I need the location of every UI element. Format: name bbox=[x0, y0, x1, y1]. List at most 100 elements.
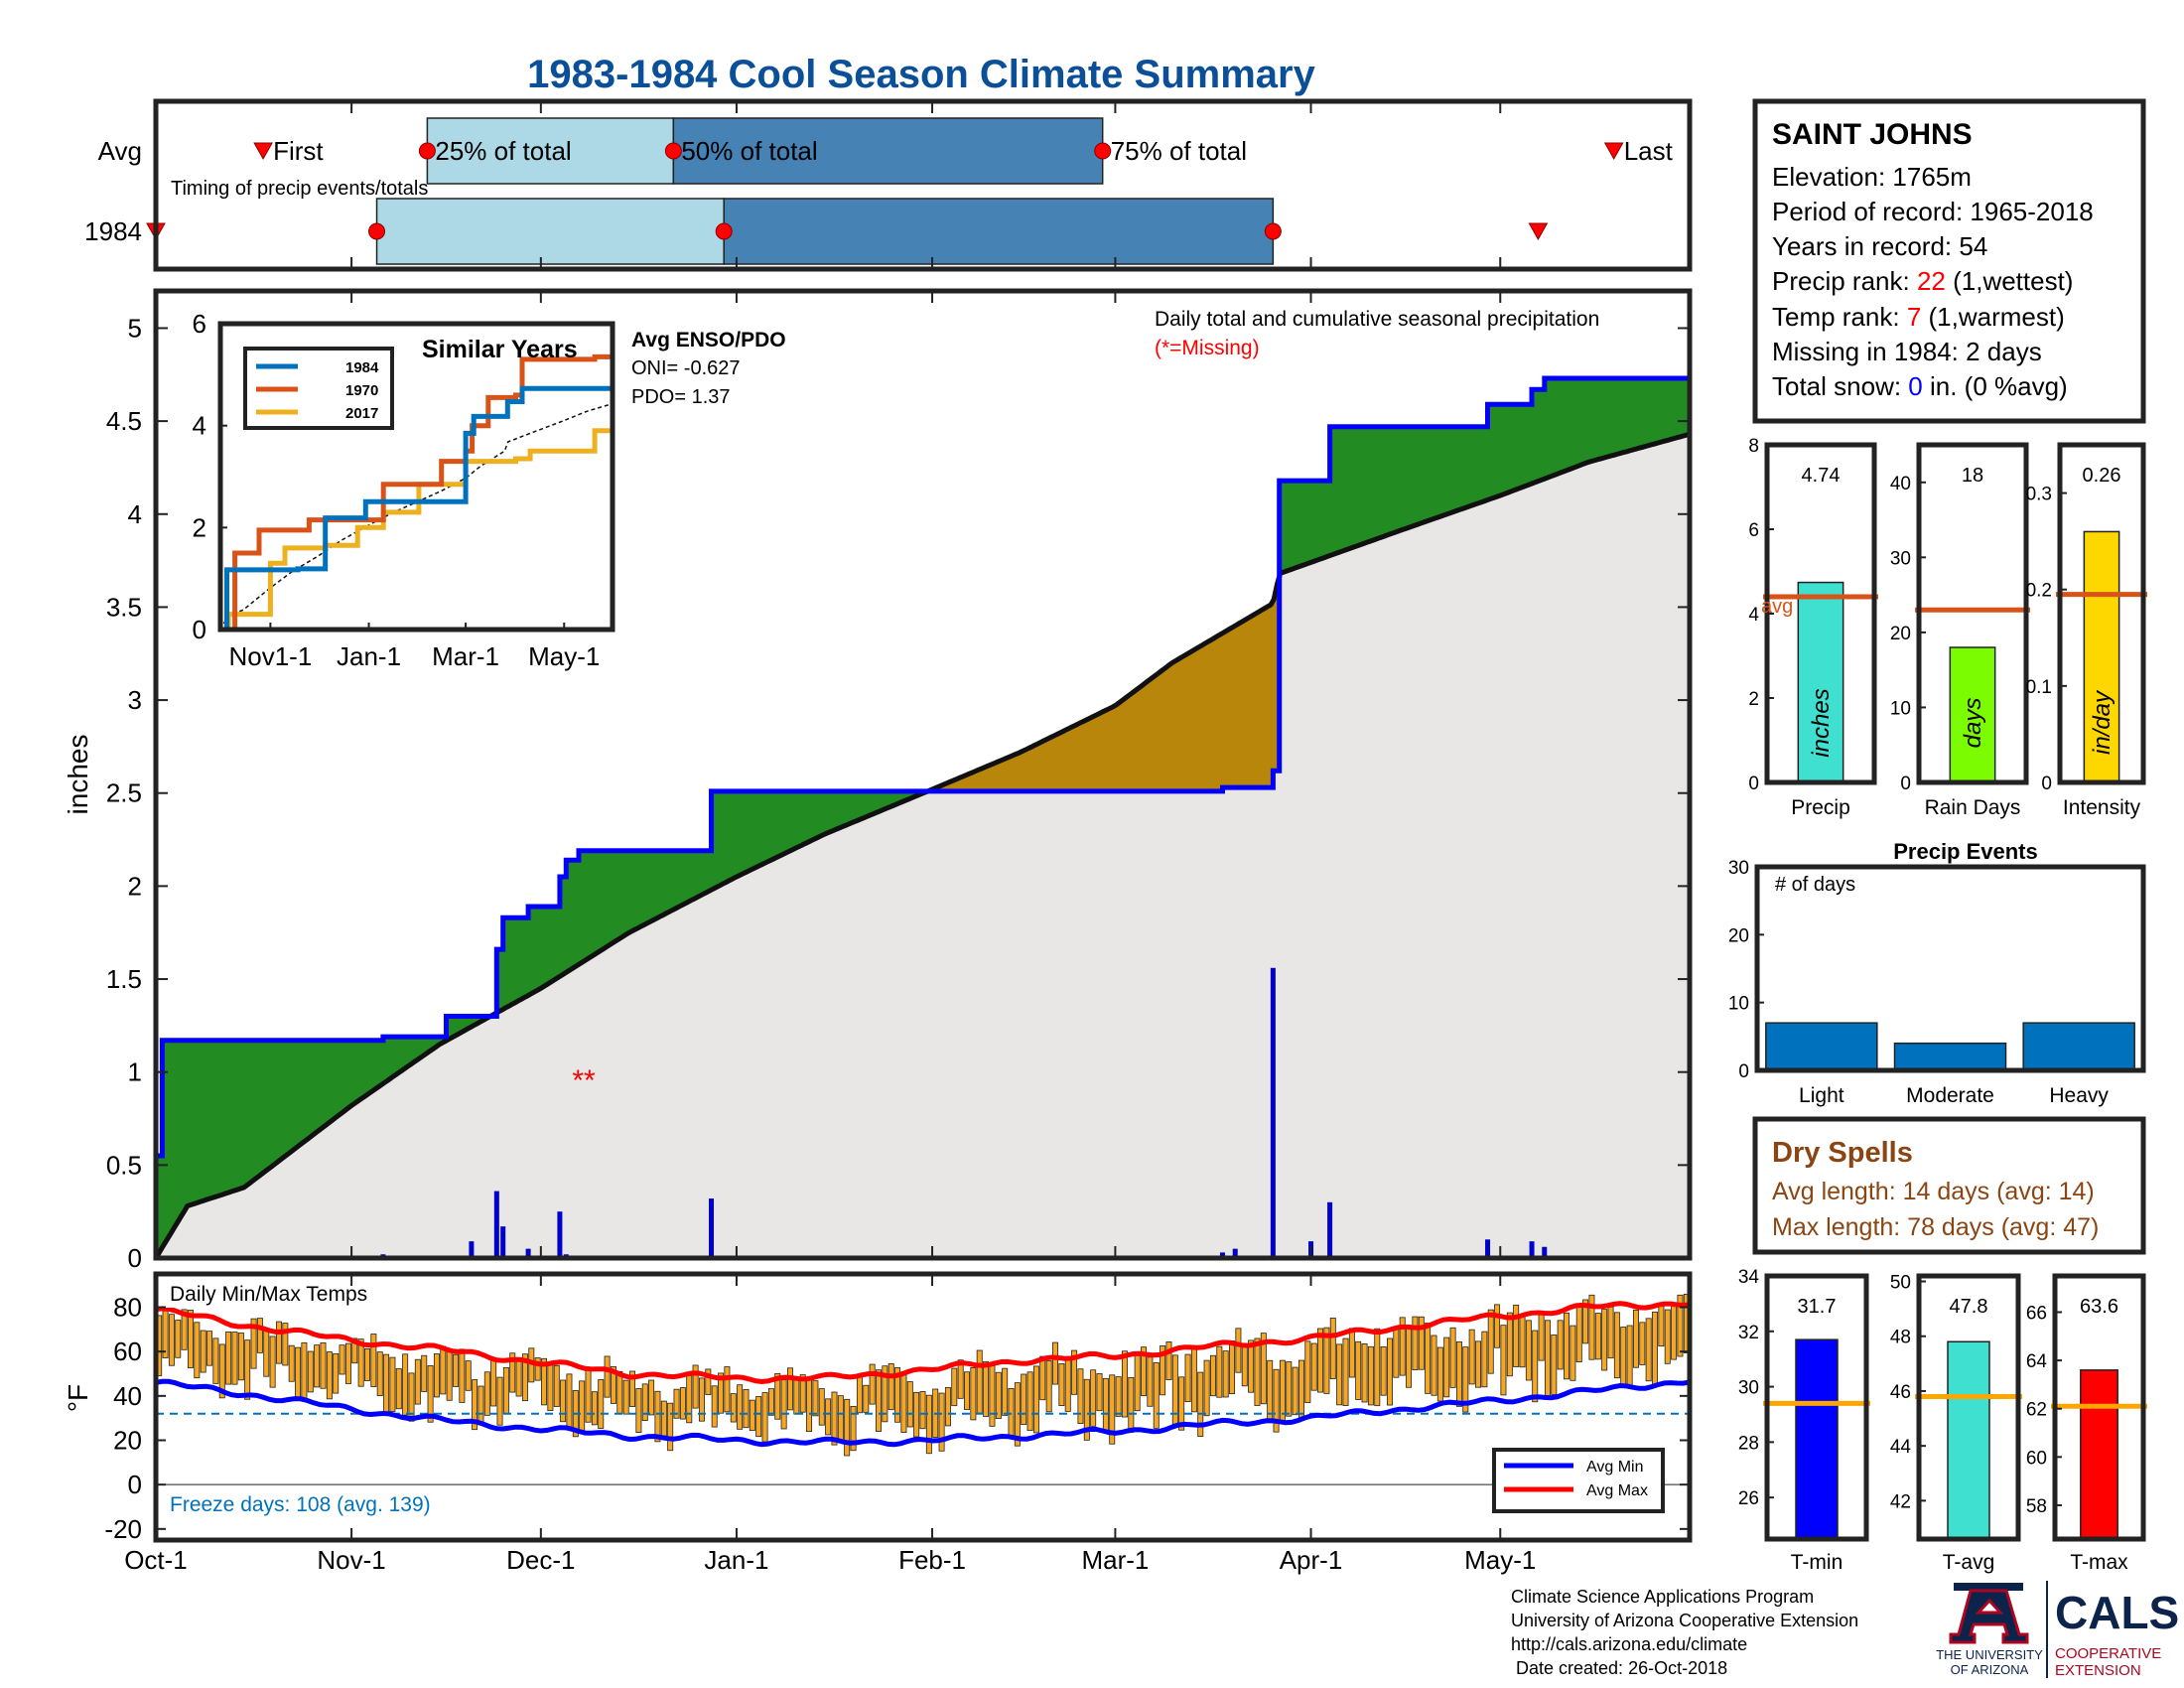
daily-precip-bar bbox=[1220, 1252, 1226, 1258]
below-average-fill bbox=[1042, 740, 1047, 791]
summary-label: T-avg bbox=[1943, 1551, 1995, 1574]
daily-temp-bar bbox=[1436, 1346, 1443, 1402]
above-average-fill bbox=[1455, 426, 1460, 511]
daily-temp-bar bbox=[1620, 1327, 1627, 1386]
timing-frame bbox=[153, 98, 1693, 272]
above-average-fill bbox=[566, 860, 571, 972]
above-average-fill bbox=[1329, 426, 1334, 555]
temperature-frame bbox=[153, 1271, 1693, 1543]
above-average-fill bbox=[789, 790, 794, 851]
precip-y-tick-label: 4.5 bbox=[106, 406, 142, 436]
above-average-fill bbox=[398, 1037, 403, 1072]
daily-temp-bar bbox=[1077, 1368, 1084, 1425]
daily-temp-bar bbox=[1109, 1374, 1116, 1445]
above-average-fill bbox=[433, 1037, 438, 1048]
month-tick-label: May-1 bbox=[1464, 1545, 1536, 1575]
daily-temp-bar bbox=[1367, 1345, 1374, 1406]
summary-y-tick-label: 44 bbox=[1890, 1437, 1912, 1458]
above-average-fill bbox=[401, 1037, 406, 1069]
above-average-fill bbox=[818, 790, 823, 837]
summary-y-tick-label: 0.1 bbox=[2026, 677, 2052, 698]
below-average-fill bbox=[938, 785, 943, 791]
station-period: Period of record: 1965-2018 bbox=[1772, 197, 2094, 226]
below-average-fill bbox=[947, 781, 952, 791]
daily-temp-bar bbox=[964, 1371, 970, 1410]
above-average-fill bbox=[1645, 378, 1650, 447]
daily-temp-bar bbox=[206, 1331, 213, 1366]
below-average-fill bbox=[1011, 755, 1016, 791]
above-average-fill bbox=[777, 790, 782, 857]
above-average-fill bbox=[376, 1040, 381, 1087]
above-average-fill bbox=[1361, 426, 1366, 544]
below-average-fill bbox=[1228, 628, 1233, 788]
below-average-fill bbox=[1089, 717, 1094, 791]
above-average-fill bbox=[320, 1040, 325, 1129]
above-average-fill bbox=[1358, 426, 1362, 545]
above-average-fill bbox=[1670, 378, 1675, 440]
daily-temp-bar bbox=[944, 1386, 951, 1427]
dry-spells-max: Max length: 78 days (avg: 47) bbox=[1772, 1213, 2099, 1241]
similar-line-1970 bbox=[220, 329, 613, 630]
above-average-fill bbox=[471, 1016, 476, 1027]
above-average-fill bbox=[436, 1037, 441, 1046]
daily-precip-bar bbox=[1270, 967, 1276, 1258]
daily-temp-bar bbox=[231, 1332, 238, 1385]
summary-y-tick-label: 10 bbox=[1890, 698, 1911, 719]
similar-x-tick-label: Nov1-1 bbox=[228, 641, 312, 671]
daily-temp-bar bbox=[1229, 1340, 1236, 1394]
daily-temp-bar bbox=[850, 1405, 857, 1452]
daily-temp-bar bbox=[427, 1365, 434, 1423]
daily-temp-bar bbox=[1532, 1330, 1539, 1403]
above-average-fill bbox=[1585, 378, 1589, 463]
below-average-fill bbox=[1156, 673, 1160, 791]
below-average-fill bbox=[1064, 729, 1069, 791]
above-average-fill bbox=[178, 1040, 183, 1219]
above-average-fill bbox=[733, 790, 738, 878]
above-average-fill bbox=[370, 1040, 374, 1092]
above-average-fill bbox=[1664, 378, 1669, 441]
daily-temp-bar bbox=[408, 1372, 415, 1422]
daily-temp-bar bbox=[1425, 1323, 1432, 1394]
daily-temp-bar bbox=[389, 1356, 396, 1412]
below-average-fill bbox=[973, 771, 978, 791]
daily-temp-bar bbox=[629, 1370, 636, 1407]
above-average-fill bbox=[1487, 404, 1492, 499]
summary-value: 31.7 bbox=[1798, 1296, 1837, 1318]
daily-temp-bar bbox=[767, 1388, 774, 1416]
above-average-fill bbox=[1541, 389, 1546, 480]
below-average-fill bbox=[1099, 712, 1104, 791]
above-average-fill bbox=[336, 1040, 340, 1117]
above-average-fill bbox=[673, 850, 678, 910]
below-average-fill bbox=[1014, 754, 1019, 791]
summary-label: T-min bbox=[1791, 1551, 1843, 1574]
below-average-fill bbox=[1115, 704, 1120, 791]
above-average-fill bbox=[1632, 378, 1637, 450]
daily-temp-bar bbox=[787, 1367, 793, 1411]
daily-temp-bar bbox=[1134, 1353, 1141, 1412]
daily-temp-bar bbox=[970, 1366, 977, 1421]
summary-bar bbox=[1795, 1338, 1839, 1540]
temp-y-tick-label: -20 bbox=[104, 1514, 142, 1544]
daily-temp-bar bbox=[818, 1388, 825, 1426]
above-average-fill bbox=[1313, 481, 1318, 561]
daily-temp-bar bbox=[1336, 1343, 1343, 1406]
below-average-fill bbox=[1032, 745, 1037, 791]
above-average-fill bbox=[1604, 378, 1608, 458]
above-average-fill bbox=[909, 790, 914, 798]
above-average-fill bbox=[1572, 378, 1577, 468]
below-average-fill bbox=[1260, 610, 1265, 788]
below-average-fill bbox=[1273, 596, 1278, 772]
daily-temp-bar bbox=[1519, 1316, 1526, 1368]
above-average-fill bbox=[1626, 378, 1631, 452]
above-average-fill bbox=[357, 1040, 362, 1100]
daily-temp-bar bbox=[560, 1379, 567, 1423]
daily-precip-bar bbox=[709, 1198, 715, 1258]
precip-events-chart: Precip Events Light Moderate Heavy # of da… bbox=[1728, 839, 2146, 1107]
above-average-fill bbox=[1428, 426, 1432, 521]
daily-temp-bar bbox=[1329, 1318, 1336, 1379]
daily-temp-bar bbox=[938, 1392, 945, 1452]
above-average-fill bbox=[253, 1040, 258, 1180]
daily-temp-bar bbox=[673, 1388, 680, 1419]
daily-temp-bar bbox=[263, 1330, 270, 1377]
